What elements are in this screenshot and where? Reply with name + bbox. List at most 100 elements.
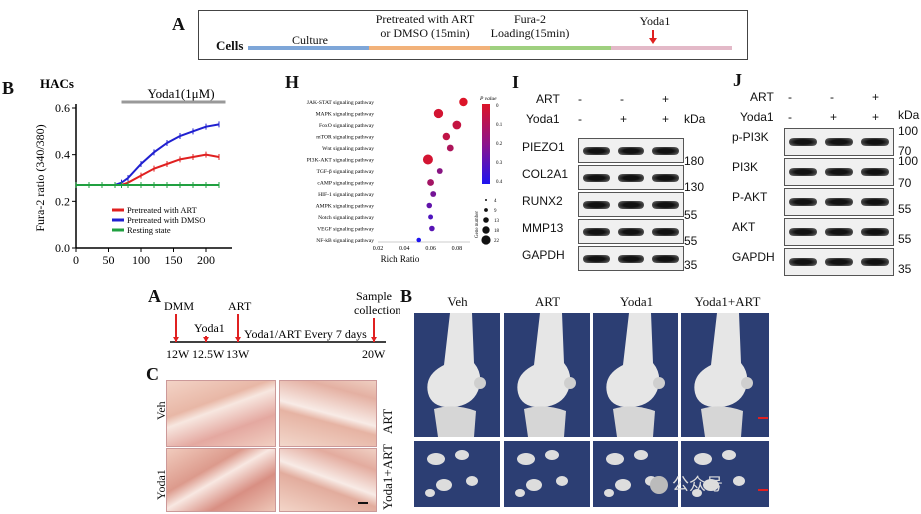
- x-tick-label: 100: [132, 253, 150, 267]
- watermark-text: 公众号: [650, 470, 723, 495]
- protein-band: [583, 254, 610, 263]
- band-label: COL2A1: [522, 167, 569, 181]
- protein-band: [583, 200, 610, 209]
- bone-fragments-icon: [515, 450, 568, 497]
- wechat-icon: [650, 476, 668, 494]
- kda-marker: 55: [898, 202, 912, 216]
- ct-scale-bar: [758, 417, 768, 419]
- kegg-dot-plot: JAK-STAT signaling pathway MAPK signaling…: [307, 96, 503, 264]
- band-label: AKT: [732, 220, 756, 234]
- x-tick-label: 0.08: [452, 246, 463, 252]
- kda-marker: 180: [684, 154, 705, 168]
- kda-label: kDa: [684, 112, 706, 126]
- kda-marker: 35: [684, 258, 698, 272]
- protein-band: [789, 138, 817, 146]
- kda-marker: 55: [684, 234, 698, 248]
- panel-a-top-letter: A: [172, 14, 185, 34]
- pathway-label: TGF-β signaling pathway: [316, 169, 374, 175]
- pathway-dot: [459, 97, 468, 107]
- blot-strip: [578, 165, 684, 190]
- pathway-label: AMPK signaling pathway: [316, 204, 375, 210]
- chart-title: HACs: [40, 76, 74, 91]
- western-blot-i: ART Yoda1 - - + - + + kDa PIEZO1 COL2A1 RUNX2 MMP13 G…: [518, 88, 718, 278]
- legend-gene-tick: 18: [494, 229, 500, 234]
- panel-j-letter: J: [733, 70, 742, 90]
- kda-marker: 55: [898, 232, 912, 246]
- pathway-dot: [433, 108, 444, 119]
- ct-knee-1: [504, 313, 590, 437]
- ct-group-yoda1: Yoda1: [619, 294, 654, 309]
- pathway-dot: [416, 237, 422, 243]
- workflow-bar: [248, 46, 732, 50]
- y-tick-label: 0.0: [55, 241, 70, 255]
- art-label: ART: [536, 92, 560, 106]
- pathway-label: cAMP signaling pathway: [317, 181, 374, 187]
- ct-osteophyte-1: [504, 441, 590, 507]
- cells-label: Cells: [216, 38, 244, 53]
- x-tick-label: 0.02: [373, 246, 384, 252]
- knee-bone-icon: [517, 313, 576, 437]
- band-label: p-PI3K: [732, 130, 769, 144]
- art-sign: +: [662, 92, 670, 106]
- art-label: ART: [750, 90, 774, 104]
- yoda-sign: -: [788, 110, 792, 124]
- timeline-week: 20W: [362, 347, 386, 361]
- yoda-sign: -: [578, 112, 582, 126]
- timeline-label-collection: collection: [354, 303, 400, 317]
- legend-pvalue-title: P value: [479, 96, 497, 102]
- ct-knee-2: [593, 313, 678, 437]
- y-tick-label: 0.6: [55, 101, 70, 115]
- panel-b-bottom-letter: B: [400, 286, 413, 306]
- yoda-sign: +: [620, 112, 628, 126]
- blot-strip: [784, 158, 894, 186]
- y-axis-label: Fura-2 ratio (340/380): [33, 124, 47, 231]
- pathway-label: FoxO signaling pathway: [319, 123, 374, 129]
- legend-pvalue-tick: 0.3: [496, 161, 503, 166]
- protein-band: [861, 228, 889, 236]
- legend-gene-dot: [481, 235, 491, 245]
- band-label: PIEZO1: [522, 140, 565, 154]
- kda-marker: 70: [898, 176, 912, 190]
- protein-band: [617, 227, 645, 236]
- stage-label-pretreat: Pretreated with ART or DMSO (15min): [375, 12, 475, 40]
- legend-pvalue-tick: 0.2: [496, 142, 503, 147]
- timeline-label-sample: Sample: [356, 290, 392, 303]
- timeline-label-regimen: Yoda1/ART Every 7 days: [244, 327, 367, 341]
- histology-yoda1: [166, 448, 276, 512]
- art-sign: +: [872, 90, 880, 104]
- art-sign: -: [620, 92, 624, 106]
- pathway-dot: [426, 202, 433, 209]
- legend-gene-tick: 9: [494, 209, 497, 214]
- pathway-dot: [442, 132, 451, 141]
- legend-gene-dot: [484, 208, 488, 212]
- protein-band: [583, 227, 610, 236]
- timeline-week: 12W: [166, 347, 190, 361]
- annotation-yoda: Yoda1(1μM): [148, 86, 215, 101]
- legend-gene-dot: [482, 226, 490, 234]
- col-label-art: ART: [380, 408, 395, 434]
- yoda-arrow-icon: [649, 30, 657, 44]
- col-label-yoda1-art: Yoda1+ART: [380, 444, 395, 510]
- x-tick-label: 50: [103, 253, 115, 267]
- timeline-arrowhead-icon: [203, 337, 209, 342]
- x-tick-label: 150: [165, 253, 183, 267]
- legend-gene-title: Gene number: [475, 211, 480, 238]
- protein-band: [617, 254, 645, 263]
- knee-bone-icon: [694, 313, 753, 437]
- protein-band: [652, 200, 679, 209]
- ct-knee-0: [414, 313, 500, 437]
- protein-band: [789, 228, 817, 236]
- pathway-label: JAK-STAT signaling pathway: [307, 100, 374, 106]
- protein-band: [617, 146, 645, 155]
- panel-c-letter: C: [146, 364, 159, 384]
- pathway-dot: [428, 214, 434, 220]
- pathway-label: Wnt signaling pathway: [322, 146, 374, 152]
- band-label: GAPDH: [522, 248, 565, 262]
- panel-a-bottom-letter: A: [148, 286, 161, 306]
- scale-bar: [358, 502, 368, 504]
- legend-pvalue-tick: 0: [496, 104, 499, 109]
- timeline-week: 13W: [226, 347, 250, 361]
- timeline-arrowhead-icon: [173, 337, 179, 342]
- blot-strip: [784, 188, 894, 216]
